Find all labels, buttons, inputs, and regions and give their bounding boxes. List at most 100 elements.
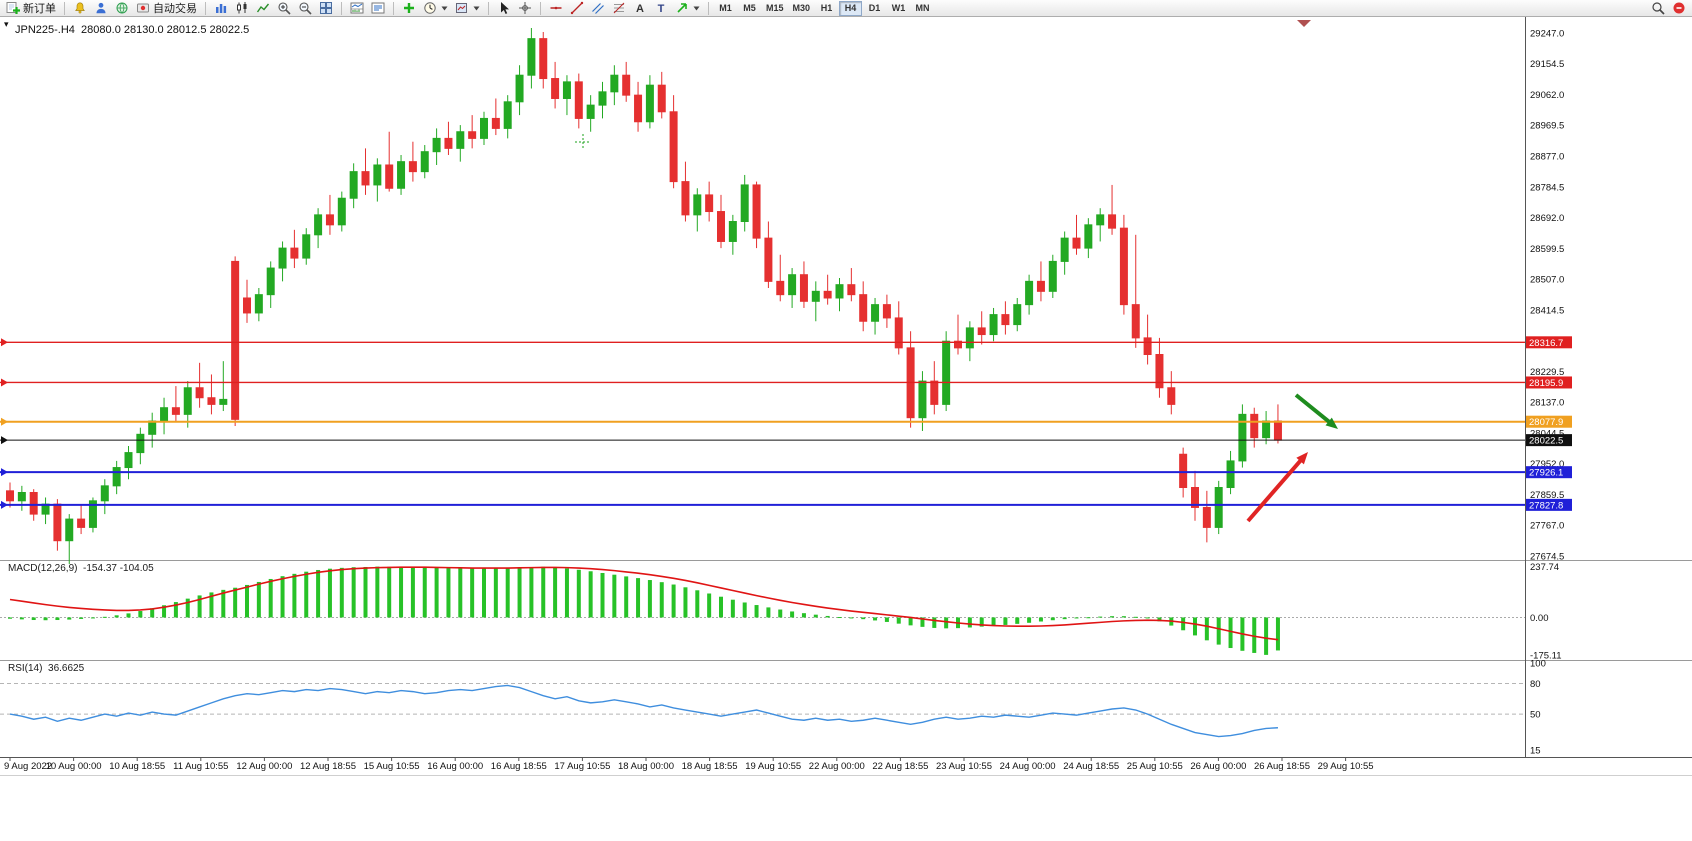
price-tag[interactable]: [1526, 415, 1572, 428]
timeframe-m1-button[interactable]: M1: [714, 1, 737, 16]
template-icon: [456, 3, 467, 13]
indicators-window-button[interactable]: [347, 1, 367, 16]
macd-axis-label: 237.74: [1530, 562, 1559, 573]
candle-body: [148, 420, 157, 435]
search-button[interactable]: [1648, 1, 1668, 16]
candle-body: [373, 164, 382, 186]
bell-icon: [75, 2, 85, 14]
fibonacci-tool-button[interactable]: [609, 1, 629, 16]
zoom-out-button[interactable]: [295, 1, 315, 16]
crosshair-icon: [519, 2, 531, 14]
price-tag[interactable]: [1526, 466, 1572, 479]
label-tool-button[interactable]: T: [651, 1, 671, 16]
periods-button[interactable]: [420, 1, 451, 16]
green-arrow-annotation[interactable]: [1294, 393, 1333, 425]
candle-body: [361, 171, 370, 186]
timeframe-w1-button[interactable]: W1: [887, 1, 910, 16]
templates-button[interactable]: [452, 1, 483, 16]
candle-body: [432, 137, 441, 153]
price-axis-label: 28877.0: [1530, 152, 1564, 163]
bar-chart-icon: [216, 4, 227, 13]
candle-body: [1238, 413, 1247, 462]
red-arrow-annotation-head: [1296, 452, 1308, 465]
channel-tool-button[interactable]: [588, 1, 608, 16]
candle-body: [894, 317, 903, 349]
arrows-tool-button[interactable]: [672, 1, 703, 16]
timeframe-m30-button[interactable]: M30: [789, 1, 815, 16]
candle-body: [480, 117, 488, 139]
trendline-icon: [570, 1, 584, 15]
candle-body: [420, 151, 429, 173]
candle-body: [799, 274, 808, 302]
candle-body: [385, 164, 394, 189]
arrow-shape-icon: [677, 3, 687, 13]
notifications-button[interactable]: [1669, 1, 1689, 16]
candle-body: [657, 84, 666, 113]
fibonacci-icon: [613, 2, 625, 14]
timeframe-h1-button[interactable]: H1: [815, 1, 838, 16]
price-tag[interactable]: [1526, 336, 1572, 349]
bar-chart-mode-button[interactable]: [211, 1, 231, 16]
candle-body: [254, 294, 263, 314]
alerts-button[interactable]: [70, 1, 90, 16]
time-ax-label: 23 Aug 10:55: [936, 761, 992, 772]
toolbar-separator: [708, 1, 709, 15]
horizontal-line-tool-button[interactable]: [546, 1, 566, 16]
time-ax-label: 11 Aug 10:55: [173, 761, 228, 772]
community-button[interactable]: [91, 1, 111, 16]
price-axis-label: 27859.5: [1530, 490, 1564, 501]
tile-windows-button[interactable]: [316, 1, 336, 16]
candle-body: [527, 38, 536, 76]
time-ax-label: 19 Aug 10:55: [745, 761, 801, 772]
cross-marker: [575, 134, 591, 150]
candle-body: [823, 290, 832, 299]
macd-indicator-label: MACD(12,26,9) -154.37 -104.05: [8, 563, 154, 574]
svg-text:A: A: [636, 3, 644, 15]
auto-trading-icon: [137, 3, 149, 13]
text-tool-button[interactable]: A: [630, 1, 650, 16]
chart-shift-marker[interactable]: [1297, 20, 1311, 27]
candle-body: [788, 274, 797, 296]
candlestick-mode-button[interactable]: [232, 1, 252, 16]
candle-body: [1262, 420, 1271, 439]
candle-body: [740, 184, 749, 223]
candle-body: [1214, 487, 1223, 528]
level-left-marker: [1, 468, 8, 477]
cursor-icon: [501, 2, 509, 14]
candle-body: [207, 397, 216, 405]
candle-body: [752, 184, 761, 239]
candle-body: [1013, 304, 1022, 326]
symbol-name: JPN225-.H4: [15, 24, 75, 36]
price-axis-label: 28969.5: [1530, 121, 1564, 132]
cursor-button[interactable]: [494, 1, 514, 16]
red-arrow-annotation[interactable]: [1246, 457, 1304, 523]
svg-text:T: T: [658, 3, 665, 15]
search-icon: [1652, 2, 1665, 15]
one-click-trading-expander[interactable]: ▾: [4, 19, 9, 29]
price-tag[interactable]: [1526, 376, 1572, 389]
data-window-button[interactable]: [368, 1, 388, 16]
timeframe-d1-button[interactable]: D1: [863, 1, 886, 16]
price-tag[interactable]: [1526, 434, 1572, 447]
timeframe-m15-button[interactable]: M15: [762, 1, 788, 16]
globe-icon: [116, 2, 128, 14]
support-button[interactable]: [112, 1, 132, 16]
line-chart-mode-button[interactable]: [253, 1, 273, 16]
chart-symbol-label: JPN225-.H4 28080.0 28130.0 28012.5 28022…: [15, 24, 249, 36]
trendline-tool-button[interactable]: [567, 1, 587, 16]
timeframe-h4-button[interactable]: H4: [839, 0, 863, 16]
price-tag[interactable]: [1526, 498, 1572, 511]
time-ax-label: 25 Aug 10:55: [1127, 761, 1183, 772]
zoom-in-button[interactable]: [274, 1, 294, 16]
new-order-button[interactable]: 新订单: [3, 1, 59, 16]
timeframe-mn-button[interactable]: MN: [911, 1, 934, 16]
crosshair-button[interactable]: [515, 1, 535, 16]
price-tag-label: 27926.1: [1529, 468, 1563, 479]
auto-trading-button[interactable]: 自动交易: [133, 1, 200, 16]
candle-body: [562, 81, 571, 99]
candle-body: [278, 247, 287, 269]
candle-body: [669, 111, 678, 183]
timeframe-m5-button[interactable]: M5: [738, 1, 761, 16]
add-indicator-button[interactable]: [399, 1, 419, 16]
